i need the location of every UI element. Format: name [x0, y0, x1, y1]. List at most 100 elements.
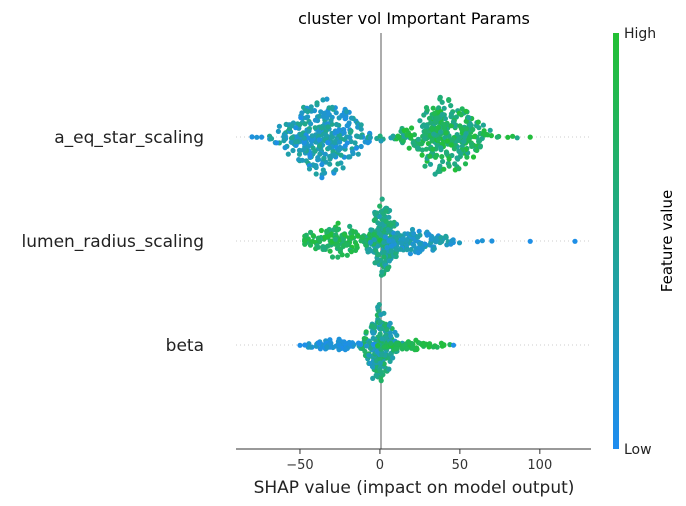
- shap-point: [527, 134, 533, 140]
- shap-point: [487, 127, 493, 133]
- shap-point: [293, 139, 299, 145]
- shap-point: [437, 163, 443, 169]
- shap-point: [381, 254, 387, 260]
- shap-point: [389, 243, 395, 249]
- shap-point: [318, 227, 324, 234]
- shap-point: [451, 146, 457, 152]
- shap-point: [341, 231, 348, 238]
- shap-point: [335, 161, 341, 167]
- shap-point: [439, 238, 445, 245]
- shap-point: [463, 126, 470, 132]
- shap-point: [308, 229, 314, 235]
- shap-point: [377, 360, 383, 366]
- shap-point: [289, 135, 295, 141]
- shap-point: [409, 125, 415, 131]
- shap-point: [456, 240, 463, 246]
- shap-point: [371, 237, 377, 243]
- shap-point: [377, 221, 383, 227]
- shap-point: [388, 340, 394, 346]
- shap-point: [387, 320, 393, 326]
- shap-point: [409, 226, 416, 233]
- shap-point: [417, 118, 423, 124]
- shap-point: [296, 147, 303, 153]
- shap-point: [423, 146, 429, 152]
- shap-point: [401, 128, 407, 134]
- colorbar-high-label: High: [624, 26, 656, 42]
- shap-point: [438, 147, 444, 153]
- shap-point: [386, 214, 392, 220]
- shap-point: [452, 161, 458, 167]
- shap-point: [514, 135, 520, 141]
- shap-point: [455, 137, 461, 143]
- shap-point: [325, 124, 331, 130]
- shap-point: [355, 340, 362, 346]
- shap-point: [319, 175, 325, 181]
- shap-point: [396, 134, 402, 140]
- shap-point: [463, 131, 469, 137]
- shap-point: [344, 242, 350, 248]
- shap-point: [378, 138, 384, 144]
- shap-point: [450, 342, 457, 348]
- shap-point: [326, 145, 332, 151]
- shap-point: [369, 364, 376, 370]
- shap-point: [306, 341, 312, 347]
- shap-point: [439, 111, 445, 117]
- shap-point: [259, 134, 265, 140]
- shap-point: [377, 237, 383, 243]
- shap-point: [363, 242, 369, 248]
- shap-point: [428, 236, 434, 242]
- shap-point: [420, 340, 427, 346]
- shap-point: [429, 127, 436, 133]
- shap-point: [320, 167, 326, 173]
- shap-point: [365, 140, 371, 146]
- shap-point: [326, 105, 332, 111]
- shap-point: [422, 136, 428, 142]
- shap-point: [373, 247, 379, 253]
- shap-point: [343, 108, 349, 115]
- shap-point: [429, 138, 435, 144]
- shap-point: [430, 105, 436, 111]
- shap-point: [418, 141, 424, 147]
- shap-point: [313, 164, 319, 171]
- shap-point: [444, 138, 450, 144]
- shap-point: [302, 238, 308, 244]
- shap-point: [321, 155, 327, 162]
- shap-point: [406, 339, 412, 345]
- shap-point: [333, 110, 339, 116]
- shap-point: [464, 154, 470, 160]
- shap-point: [302, 121, 308, 127]
- shap-point: [281, 134, 287, 140]
- shap-point: [480, 122, 486, 128]
- shap-point: [430, 146, 436, 152]
- shap-point: [415, 234, 421, 240]
- shap-point: [404, 346, 410, 352]
- shap-point: [424, 232, 430, 238]
- shap-point: [377, 331, 383, 337]
- shap-point: [335, 220, 341, 226]
- shap-point: [379, 326, 385, 332]
- shap-point: [435, 124, 441, 130]
- shap-point: [408, 132, 414, 139]
- shap-point: [505, 134, 511, 140]
- shap-point: [350, 150, 356, 157]
- shap-point: [312, 125, 318, 131]
- shap-point: [382, 234, 389, 240]
- feature-label: a_eq_star_scaling: [54, 128, 204, 148]
- shap-point: [317, 346, 323, 352]
- shap-point: [302, 342, 308, 348]
- shap-point: [406, 145, 412, 151]
- feature-labels: a_eq_star_scaling lumen_radius_scalingbet…: [22, 128, 204, 356]
- shap-point: [458, 112, 464, 118]
- shap-point: [466, 115, 472, 121]
- shap-point: [423, 105, 430, 111]
- shap-point: [338, 152, 344, 158]
- shap-point: [468, 141, 475, 147]
- shap-point: [446, 97, 452, 103]
- shap-point: [572, 238, 578, 244]
- shap-point: [293, 125, 299, 131]
- shap-point: [340, 165, 346, 171]
- shap-point: [363, 329, 369, 335]
- shap-point: [422, 163, 428, 169]
- x-tick-label: 0: [376, 458, 384, 473]
- shap-point: [329, 134, 336, 140]
